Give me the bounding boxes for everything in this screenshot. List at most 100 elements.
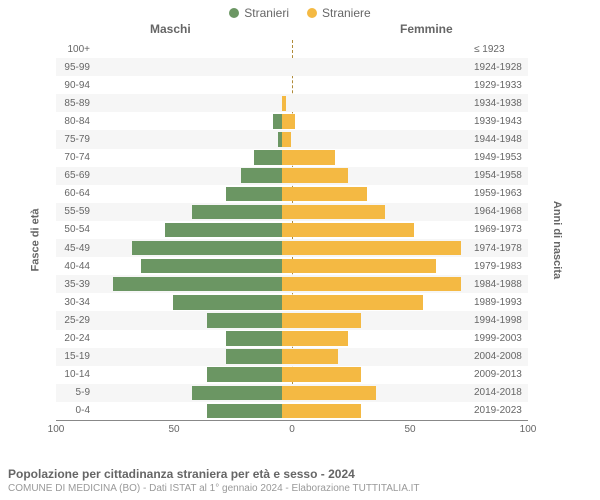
bar-area bbox=[94, 221, 470, 239]
age-label: 75-79 bbox=[56, 134, 94, 145]
bar-area bbox=[94, 239, 470, 257]
birth-label: 1959-1963 bbox=[470, 188, 528, 199]
age-label: 45-49 bbox=[56, 243, 94, 254]
birth-label: 2019-2023 bbox=[470, 405, 528, 416]
pyramid-row: 0-4 2019-2023 bbox=[56, 402, 528, 420]
bar-female bbox=[282, 367, 361, 381]
bar-male bbox=[254, 150, 282, 164]
age-label: 55-59 bbox=[56, 206, 94, 217]
age-label: 25-29 bbox=[56, 315, 94, 326]
pyramid-row: 55-59 1964-1968 bbox=[56, 203, 528, 221]
pyramid-rows: 100+ ≤ 1923 95-991924-192890-941929-193385… bbox=[56, 40, 528, 420]
birth-label: 1974-1978 bbox=[470, 243, 528, 254]
col-title-female: Femmine bbox=[400, 22, 453, 36]
x-tick: 0 bbox=[289, 424, 295, 435]
bar-male bbox=[273, 114, 282, 128]
legend: Stranieri Straniere bbox=[0, 0, 600, 20]
bar-area bbox=[94, 94, 470, 112]
birth-label: 1934-1938 bbox=[470, 98, 528, 109]
bar-area bbox=[94, 185, 470, 203]
age-label: 15-19 bbox=[56, 351, 94, 362]
age-label: 50-54 bbox=[56, 224, 94, 235]
birth-label: 1979-1983 bbox=[470, 261, 528, 272]
legend-label-male: Stranieri bbox=[244, 6, 289, 20]
birth-label: 1954-1958 bbox=[470, 170, 528, 181]
bar-female bbox=[282, 223, 414, 237]
bar-female bbox=[282, 331, 348, 345]
age-label: 90-94 bbox=[56, 80, 94, 91]
pyramid-row: 30-341989-1993 bbox=[56, 293, 528, 311]
pyramid-row: 25-29 1994-1998 bbox=[56, 311, 528, 329]
y-axis-left-title: Fasce di età bbox=[29, 209, 41, 272]
legend-swatch-male bbox=[229, 8, 239, 18]
bar-female bbox=[282, 259, 436, 273]
bar-female bbox=[282, 187, 367, 201]
bar-female bbox=[282, 132, 291, 146]
bar-male bbox=[226, 331, 282, 345]
pyramid-row: 60-64 1959-1963 bbox=[56, 185, 528, 203]
x-tick: 100 bbox=[520, 424, 537, 435]
bar-area bbox=[94, 149, 470, 167]
bar-male bbox=[113, 277, 282, 291]
bar-male bbox=[192, 386, 282, 400]
legend-swatch-female bbox=[307, 8, 317, 18]
age-label: 10-14 bbox=[56, 369, 94, 380]
age-label: 0-4 bbox=[56, 405, 94, 416]
birth-label: 2009-2013 bbox=[470, 369, 528, 380]
birth-label: 1969-1973 bbox=[470, 224, 528, 235]
birth-label: 2014-2018 bbox=[470, 387, 528, 398]
pyramid-row: 90-941929-1933 bbox=[56, 76, 528, 94]
bar-area bbox=[94, 40, 470, 58]
y-axis-right-title: Anni di nascita bbox=[551, 201, 563, 279]
bar-area bbox=[94, 130, 470, 148]
bar-female bbox=[282, 241, 461, 255]
bar-male bbox=[207, 367, 282, 381]
bar-area bbox=[94, 167, 470, 185]
legend-item-male: Stranieri bbox=[229, 6, 289, 20]
birth-label: 1944-1948 bbox=[470, 134, 528, 145]
birth-label: 1984-1988 bbox=[470, 279, 528, 290]
age-label: 70-74 bbox=[56, 152, 94, 163]
bar-female bbox=[282, 168, 348, 182]
x-tick: 100 bbox=[48, 424, 65, 435]
bar-area bbox=[94, 257, 470, 275]
pyramid-row: 20-241999-2003 bbox=[56, 330, 528, 348]
bar-area bbox=[94, 366, 470, 384]
bar-female bbox=[282, 295, 423, 309]
age-label: 40-44 bbox=[56, 261, 94, 272]
age-label: 60-64 bbox=[56, 188, 94, 199]
bar-area bbox=[94, 203, 470, 221]
age-label: 100+ bbox=[56, 44, 94, 55]
birth-label: 1949-1953 bbox=[470, 152, 528, 163]
x-tick: 50 bbox=[168, 424, 179, 435]
footer-title: Popolazione per cittadinanza straniera p… bbox=[8, 467, 592, 481]
bar-female bbox=[282, 404, 361, 418]
pyramid-row: 75-79 1944-1948 bbox=[56, 130, 528, 148]
bar-male bbox=[207, 404, 282, 418]
birth-label: 1939-1943 bbox=[470, 116, 528, 127]
pyramid-row: 5-9 2014-2018 bbox=[56, 384, 528, 402]
age-label: 5-9 bbox=[56, 387, 94, 398]
pyramid-row: 45-49 1974-1978 bbox=[56, 239, 528, 257]
birth-label: ≤ 1923 bbox=[470, 44, 528, 55]
pyramid-row: 95-991924-1928 bbox=[56, 58, 528, 76]
pyramid-row: 70-74 1949-1953 bbox=[56, 149, 528, 167]
bar-area bbox=[94, 384, 470, 402]
bar-area bbox=[94, 402, 470, 420]
bar-area bbox=[94, 293, 470, 311]
bar-female bbox=[282, 150, 335, 164]
birth-label: 1964-1968 bbox=[470, 206, 528, 217]
bar-female bbox=[282, 205, 385, 219]
bar-male bbox=[165, 223, 282, 237]
birth-label: 1999-2003 bbox=[470, 333, 528, 344]
bar-male bbox=[226, 187, 282, 201]
bar-male bbox=[141, 259, 282, 273]
birth-label: 1994-1998 bbox=[470, 315, 528, 326]
bar-area bbox=[94, 112, 470, 130]
bar-area bbox=[94, 330, 470, 348]
pyramid-row: 85-891934-1938 bbox=[56, 94, 528, 112]
birth-label: 2004-2008 bbox=[470, 351, 528, 362]
bar-male bbox=[241, 168, 282, 182]
birth-label: 1989-1993 bbox=[470, 297, 528, 308]
column-titles: Maschi Femmine bbox=[0, 20, 600, 38]
